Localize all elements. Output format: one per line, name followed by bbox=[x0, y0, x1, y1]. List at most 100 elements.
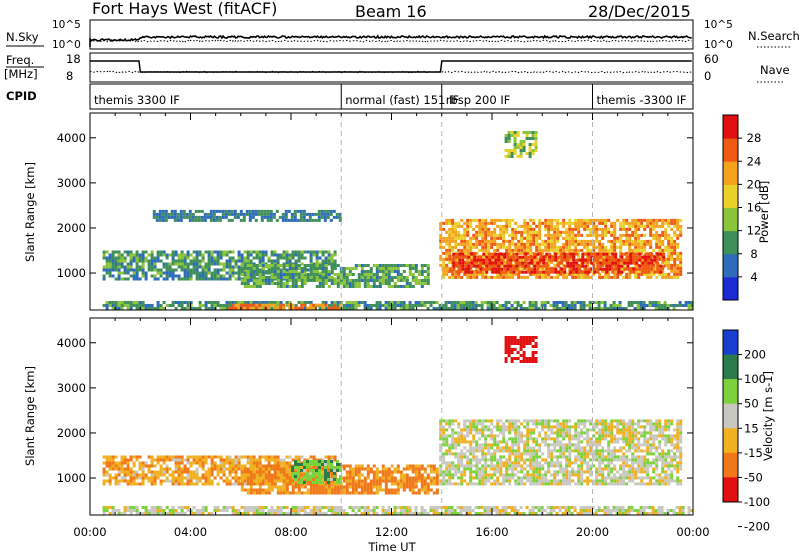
colorbar-swatch bbox=[723, 207, 738, 232]
colorbar-swatch bbox=[723, 354, 738, 380]
colorbar-tick-label: -100 bbox=[744, 495, 770, 509]
colorbar-tick-label: 28 bbox=[747, 131, 762, 145]
colorbar-tick-label: -15 bbox=[744, 446, 763, 460]
velocity-colorbar-label: Velocity [m s-1] bbox=[761, 371, 775, 461]
colorbar-tick-label: -200 bbox=[744, 520, 770, 534]
power-colorbar: Power [dB] 4 8 12 16 20 24 28 bbox=[722, 114, 771, 301]
colorbar-swatch bbox=[723, 138, 738, 162]
freq-panel: Freq. [MHz] 18 8 60 0 Nave bbox=[4, 52, 790, 83]
colorbar-swatch bbox=[723, 276, 738, 301]
velocity-y-ticks: 1000 2000 3000 4000 bbox=[57, 336, 693, 485]
nsky-tick-high: 10^5 bbox=[52, 19, 81, 31]
cpid-segment-label: themis 3300 IF bbox=[94, 93, 180, 107]
power-panel: 1000 2000 3000 4000 Slant Range [km] bbox=[23, 112, 694, 311]
heatmap-region bbox=[102, 506, 694, 515]
freq-label: Freq. bbox=[6, 53, 34, 67]
power-ylabel: Slant Range [km] bbox=[23, 162, 37, 262]
freq-tick-low: 8 bbox=[66, 69, 73, 83]
y-tick-label: 4000 bbox=[57, 336, 86, 350]
x-tick-label: 00:00 bbox=[676, 525, 709, 539]
x-tick-label: 08:00 bbox=[274, 525, 307, 539]
nsearch-tick-high: 10^5 bbox=[704, 19, 733, 31]
power-x-ticks bbox=[89, 113, 694, 310]
heatmap-region bbox=[291, 460, 342, 484]
time-axis-labels: 00:00 04:00 08:00 12:00 16:00 20:00 00:00 bbox=[73, 525, 709, 539]
freq-tick-high: 18 bbox=[66, 52, 81, 66]
heatmap-region bbox=[504, 131, 538, 158]
colorbar-tick-label: 20 bbox=[747, 177, 762, 191]
colorbar-swatch bbox=[723, 403, 738, 429]
colorbar-swatch bbox=[723, 230, 738, 255]
y-tick-label: 1000 bbox=[57, 266, 86, 280]
colorbar-swatch bbox=[723, 452, 738, 478]
cpid-segment-label: normal (fast) 151 IF bbox=[345, 93, 459, 107]
nave-series bbox=[89, 70, 692, 74]
power-colorbar-label: Power [dB] bbox=[757, 181, 771, 244]
y-tick-label: 4000 bbox=[57, 131, 86, 145]
velocity-panel: 1000 2000 3000 4000 Slant Range [km] bbox=[23, 317, 694, 516]
cpid-panel: CPID themis 3300 IF normal (fast) 151 IFr… bbox=[6, 83, 694, 110]
nsky-series bbox=[89, 34, 692, 47]
nave-label: Nave bbox=[760, 63, 790, 77]
colorbar-tick-label: -50 bbox=[744, 470, 763, 484]
x-axis-label: Time UT bbox=[367, 540, 416, 554]
colorbar-tick-label: 4 bbox=[750, 270, 757, 284]
power-data bbox=[102, 131, 694, 310]
colorbar-tick-label: 24 bbox=[747, 154, 762, 168]
nsky-panel: N.Sky 10^5 10^0 10^5 10^0 N.Search bbox=[6, 19, 800, 51]
x-tick-label: 16:00 bbox=[475, 525, 508, 539]
cpid-segment-label: rbsp 200 IF bbox=[446, 93, 511, 107]
x-tick-label: 20:00 bbox=[576, 525, 609, 539]
y-tick-label: 2000 bbox=[57, 426, 86, 440]
velocity-x-ticks bbox=[89, 318, 694, 515]
beam-label: Beam 16 bbox=[355, 2, 427, 21]
colorbar-tick-label: 15 bbox=[744, 421, 759, 435]
velocity-ylabel: Slant Range [km] bbox=[23, 366, 37, 466]
colorbar-swatch bbox=[723, 428, 738, 454]
plot-title: Fort Hays West (fitACF) bbox=[92, 0, 277, 18]
cpid-label: CPID bbox=[6, 89, 37, 103]
heatmap-region bbox=[439, 419, 683, 486]
colorbar-swatch bbox=[723, 477, 738, 503]
colorbar-swatch bbox=[723, 161, 738, 185]
velocity-gridlines bbox=[340, 318, 593, 515]
colorbar-swatch bbox=[723, 330, 738, 356]
nsky-tick-low: 10^0 bbox=[52, 39, 81, 51]
heatmap-region bbox=[449, 252, 666, 274]
colorbar-tick-label: 100 bbox=[744, 372, 766, 386]
colorbar-swatch bbox=[723, 184, 738, 208]
freq-unit-label: [MHz] bbox=[4, 67, 38, 81]
colorbar-swatch bbox=[723, 115, 738, 139]
nave-tick-low: 0 bbox=[704, 69, 711, 83]
nsky-label: N.Sky bbox=[6, 30, 39, 44]
y-tick-label: 3000 bbox=[57, 381, 86, 395]
heatmap-region bbox=[152, 209, 342, 222]
colorbar-swatch bbox=[723, 253, 738, 278]
colorbar-frame bbox=[722, 329, 739, 503]
x-tick-label: 12:00 bbox=[375, 525, 408, 539]
y-tick-label: 1000 bbox=[57, 471, 86, 485]
velocity-colorbar: Velocity [m s-1] 200 100 50 15 -15 -50 -100 -20… bbox=[722, 329, 775, 534]
velocity-data bbox=[102, 336, 694, 515]
power-y-ticks: 1000 2000 3000 4000 bbox=[57, 131, 693, 280]
date-label: 28/Dec/2015 bbox=[588, 2, 691, 21]
colorbar-tick-label: 50 bbox=[744, 397, 759, 411]
colorbar-tick-label: 12 bbox=[747, 224, 762, 238]
colorbar-tick-label: 200 bbox=[744, 348, 766, 362]
nsearch-series bbox=[89, 39, 692, 43]
nsearch-label: N.Search bbox=[748, 29, 800, 43]
heatmap-region bbox=[240, 264, 430, 288]
colorbar-tick-label: 16 bbox=[747, 201, 762, 215]
heatmap-region bbox=[504, 336, 538, 363]
x-tick-label: 00:00 bbox=[73, 525, 106, 539]
y-tick-label: 3000 bbox=[57, 176, 86, 190]
colorbar-frame bbox=[722, 114, 739, 301]
colorbar-tick-label: 8 bbox=[750, 247, 757, 261]
colorbar-swatch bbox=[723, 379, 738, 405]
x-tick-label: 04:00 bbox=[174, 525, 207, 539]
y-tick-label: 2000 bbox=[57, 221, 86, 235]
nsearch-tick-low: 10^0 bbox=[704, 39, 733, 51]
nave-tick-high: 60 bbox=[704, 52, 719, 66]
heatmap-region bbox=[228, 303, 343, 310]
